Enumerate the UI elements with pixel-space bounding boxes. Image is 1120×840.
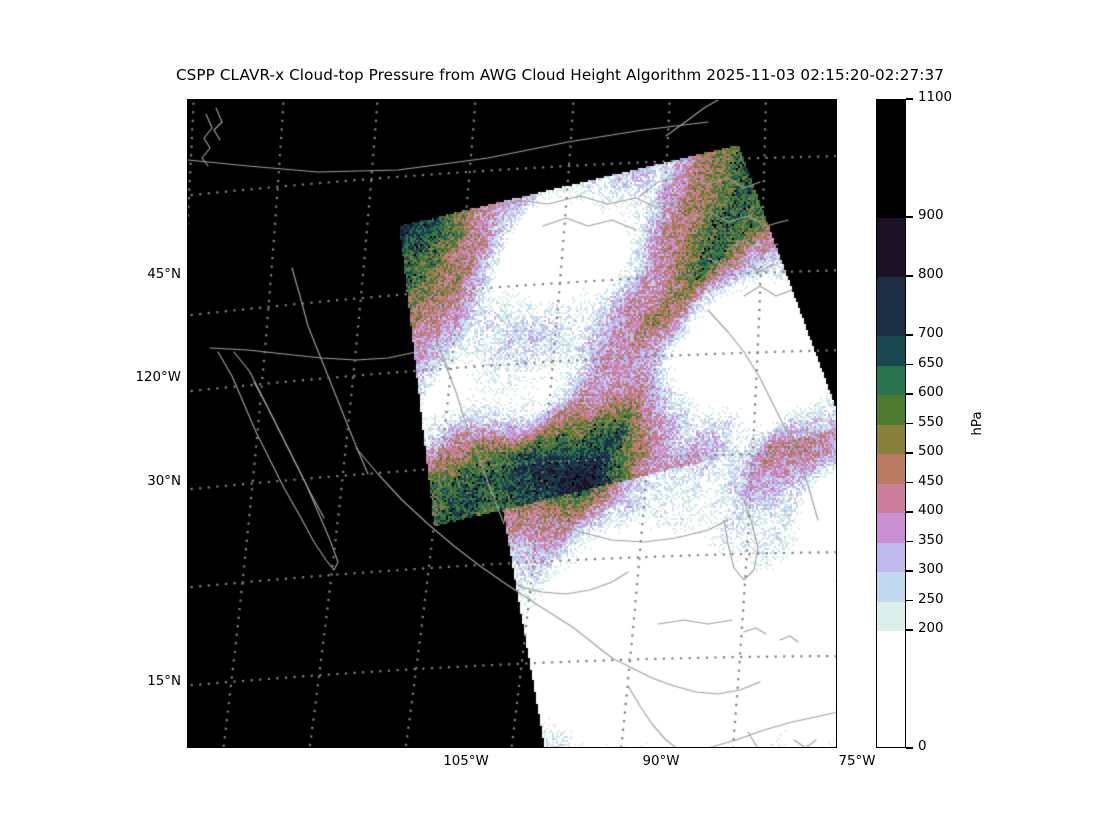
tick-label: 600 xyxy=(918,385,944,400)
tick-mark xyxy=(906,98,913,100)
lat-tick-0: 45°N xyxy=(147,267,181,282)
tick-mark xyxy=(906,629,913,631)
tick-mark xyxy=(906,540,913,543)
tick-mark xyxy=(906,334,913,336)
colorbar-band-550-600 xyxy=(877,395,905,425)
tick-label: 800 xyxy=(918,267,944,282)
tick-mark xyxy=(906,747,913,749)
tick-label: 700 xyxy=(918,326,944,341)
tick-label: 450 xyxy=(918,473,944,489)
colorbar-band-250-300 xyxy=(877,572,905,602)
lon-tick-0: 105°W xyxy=(443,754,489,769)
colorbar-band-450-500 xyxy=(877,454,905,484)
colorbar-band-650-700 xyxy=(877,336,905,366)
tick-mark xyxy=(906,393,913,395)
tick-mark xyxy=(906,275,913,277)
tick-label: 350 xyxy=(918,532,944,548)
cloud-top-pressure-image xyxy=(188,100,836,747)
colorbar-band-0-200 xyxy=(877,631,905,747)
tick-mark xyxy=(906,599,913,602)
lat-tick-1: 120°W xyxy=(135,370,182,385)
tick-mark xyxy=(906,452,913,454)
colorbar-band-900-1100 xyxy=(877,100,905,219)
lat-tick-3: 15°N xyxy=(147,674,181,689)
lon-tick-1: 90°W xyxy=(642,754,680,769)
tick-mark xyxy=(906,216,913,218)
colorbar-band-600-650 xyxy=(877,365,905,396)
tick-label: 250 xyxy=(918,591,944,607)
tick-mark xyxy=(906,511,913,513)
tick-mark xyxy=(906,363,913,366)
colorbar-axis-label: hPa xyxy=(969,411,985,436)
map-plot-area[interactable] xyxy=(187,99,837,748)
tick-label: 650 xyxy=(918,355,944,371)
tick-label: 900 xyxy=(918,208,944,223)
colorbar-gradient[interactable] xyxy=(876,99,906,748)
tick-mark xyxy=(906,481,913,484)
tick-label: 1100 xyxy=(918,90,953,105)
colorbar-band-350-400 xyxy=(877,513,905,543)
tick-label: 0 xyxy=(918,739,927,754)
colorbar-band-700-800 xyxy=(877,277,905,337)
colorbar-band-200-250 xyxy=(877,601,905,632)
tick-label: 550 xyxy=(918,414,944,430)
colorbar-band-400-450 xyxy=(877,483,905,514)
tick-label: 400 xyxy=(918,503,944,518)
colorbar-tick-labels: 1100 900 800 700 650 600 550 500 450 400 350 300 250… xyxy=(906,90,996,754)
colorbar-band-300-350 xyxy=(877,542,905,573)
tick-mark xyxy=(906,422,913,425)
tick-label: 300 xyxy=(918,562,944,577)
tick-mark xyxy=(906,570,913,572)
lat-tick-2: 30°N xyxy=(147,474,181,489)
tick-label: 200 xyxy=(918,621,944,636)
lon-tick-2: 75°W xyxy=(838,754,876,769)
colorbar-band-800-900 xyxy=(877,218,905,278)
tick-label: 500 xyxy=(918,444,944,459)
colorbar-band-500-550 xyxy=(877,424,905,455)
page-title: CSPP CLAVR-x Cloud-top Pressure from AWG… xyxy=(175,66,945,84)
